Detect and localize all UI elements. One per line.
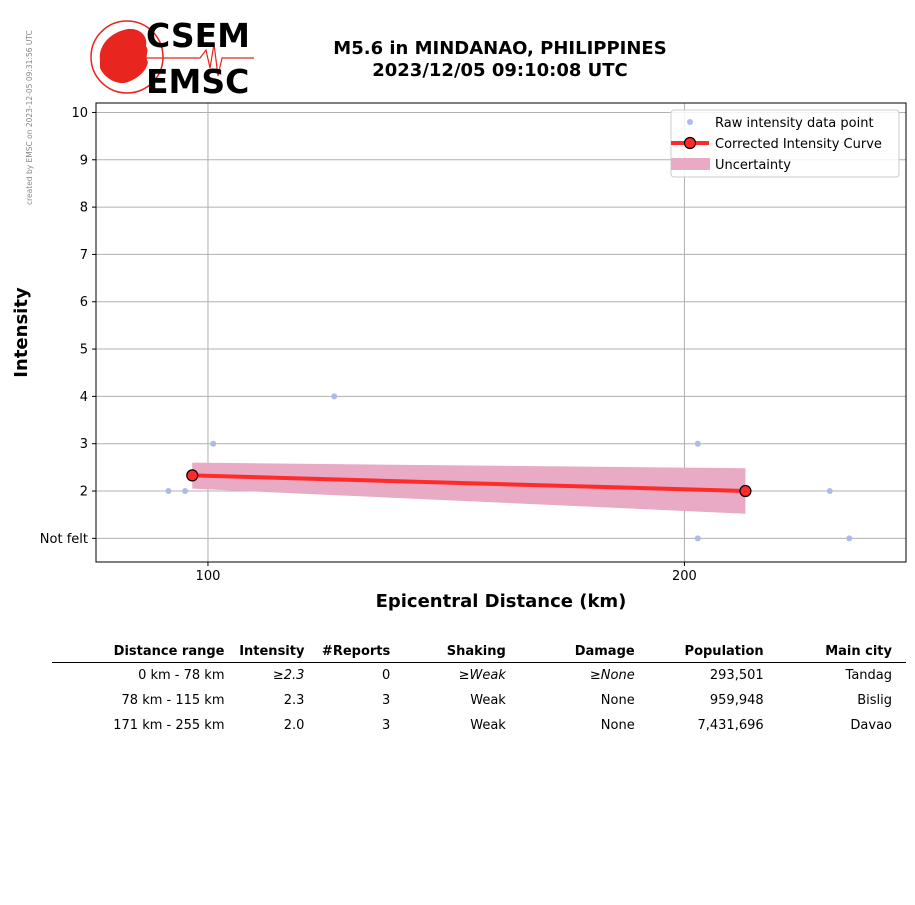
logo-globe: [90, 20, 164, 94]
table-cell: 7,431,696: [697, 718, 764, 733]
table-cell: ≥Weak: [458, 668, 506, 683]
y-tick-label: 10: [71, 106, 88, 121]
y-tick-label: 5: [80, 343, 88, 358]
table-header-cell: Main city: [777, 640, 906, 663]
table-header-cell: Distance range: [52, 640, 239, 663]
plot-frame: [95, 102, 907, 563]
table-cell: 0 km - 78 km: [138, 668, 225, 683]
table-cell: 293,501: [709, 668, 764, 683]
table-header-cell: #Reports: [318, 640, 405, 663]
y-tick-label: 2: [80, 485, 88, 500]
table-header-cell: Population: [648, 640, 778, 663]
uncertainty-band: [192, 462, 746, 514]
chart-title: M5.6 in MINDANAO, PHILIPPINES 2023/12/05…: [300, 38, 700, 82]
table-header-cell: Damage: [519, 640, 649, 663]
logo-seismo-line: [128, 43, 254, 77]
raw-data-point: [846, 535, 853, 542]
table-header-row: Distance range Intensity #Reports Shaking Da…: [52, 640, 906, 663]
intensity-chart: Not felt 2 3 4 5 6 7 8 9 10 100 200 Epicentral Dista…: [11, 102, 907, 612]
y-tick-label: 9: [80, 153, 88, 168]
raw-data-point: [826, 488, 833, 495]
table-cell: Weak: [470, 693, 506, 708]
table-cell: 3: [381, 718, 391, 733]
table-cell: 3: [381, 693, 391, 708]
y-tick-label: 6: [80, 295, 88, 310]
x-axis-label: Epicentral Distance (km): [376, 591, 627, 612]
legend-label: Raw intensity data point: [715, 116, 874, 131]
y-tick-label: 3: [80, 437, 88, 452]
legend-raw-marker: [687, 119, 693, 125]
table-cell: Tandag: [845, 668, 892, 683]
raw-data-point: [694, 440, 701, 447]
title-line-1: M5.6 in MINDANAO, PHILIPPINES: [333, 38, 667, 59]
logo-map: [99, 28, 148, 84]
y-tick-label: 4: [80, 390, 88, 405]
table-row: 78 km - 115 km 2.3 3 Weak None 959,948 Bislig: [52, 688, 906, 713]
curve-marker: [186, 469, 199, 482]
table-row: 171 km - 255 km 2.0 3 Weak None 7,431,696 Dava…: [52, 713, 906, 738]
x-tick-label: 100: [196, 569, 221, 584]
table-cell: 171 km - 255 km: [113, 718, 225, 733]
legend-label: Uncertainty: [715, 158, 791, 173]
corrected-intensity-curve: [192, 473, 746, 494]
title-line-2: 2023/12/05 09:10:08 UTC: [372, 60, 628, 81]
table-cell: None: [600, 693, 635, 708]
y-axis-label: Intensity: [11, 287, 32, 378]
legend-label: Corrected Intensity Curve: [715, 137, 882, 152]
raw-data-point: [694, 535, 701, 542]
curve-marker: [739, 484, 752, 498]
raw-data-point: [331, 393, 338, 400]
raw-data-point: [182, 488, 189, 495]
y-tick-label: 8: [80, 201, 88, 216]
intensity-table: Distance range Intensity #Reports Shaking Da…: [52, 640, 906, 738]
emsc-logo: CSEM EMSC: [90, 16, 254, 98]
table-cell: ≥2.3: [272, 668, 305, 683]
table-cell: 959,948: [709, 693, 764, 708]
y-tick-label: Not felt: [40, 532, 88, 547]
table-header-cell: Shaking: [404, 640, 520, 663]
legend-curve-marker: [683, 136, 697, 150]
y-tick-label: 7: [80, 248, 88, 263]
x-tick-label: 200: [672, 569, 697, 584]
table-cell: ≥None: [589, 668, 635, 683]
logo-text-csem: CSEM: [146, 16, 250, 55]
raw-data-point: [165, 488, 172, 495]
legend-band-swatch: [671, 158, 710, 170]
table-cell: None: [600, 718, 635, 733]
table-cell: Weak: [470, 718, 506, 733]
table-cell: 2.3: [283, 693, 305, 708]
table-cell: Davao: [850, 718, 892, 733]
chart-legend: Raw intensity data point Corrected Intens…: [670, 109, 900, 178]
logo-text-emsc: EMSC: [146, 62, 249, 98]
table-cell: Bislig: [857, 693, 892, 708]
raw-data-point: [210, 440, 217, 447]
table-row: 0 km - 78 km ≥2.3 0 ≥Weak ≥None 293,501 Tandag: [52, 663, 906, 689]
table-header-cell: Intensity: [238, 640, 319, 663]
table-cell: 2.0: [283, 718, 305, 733]
table-cell: 0: [381, 668, 391, 683]
table-cell: 78 km - 115 km: [121, 693, 225, 708]
